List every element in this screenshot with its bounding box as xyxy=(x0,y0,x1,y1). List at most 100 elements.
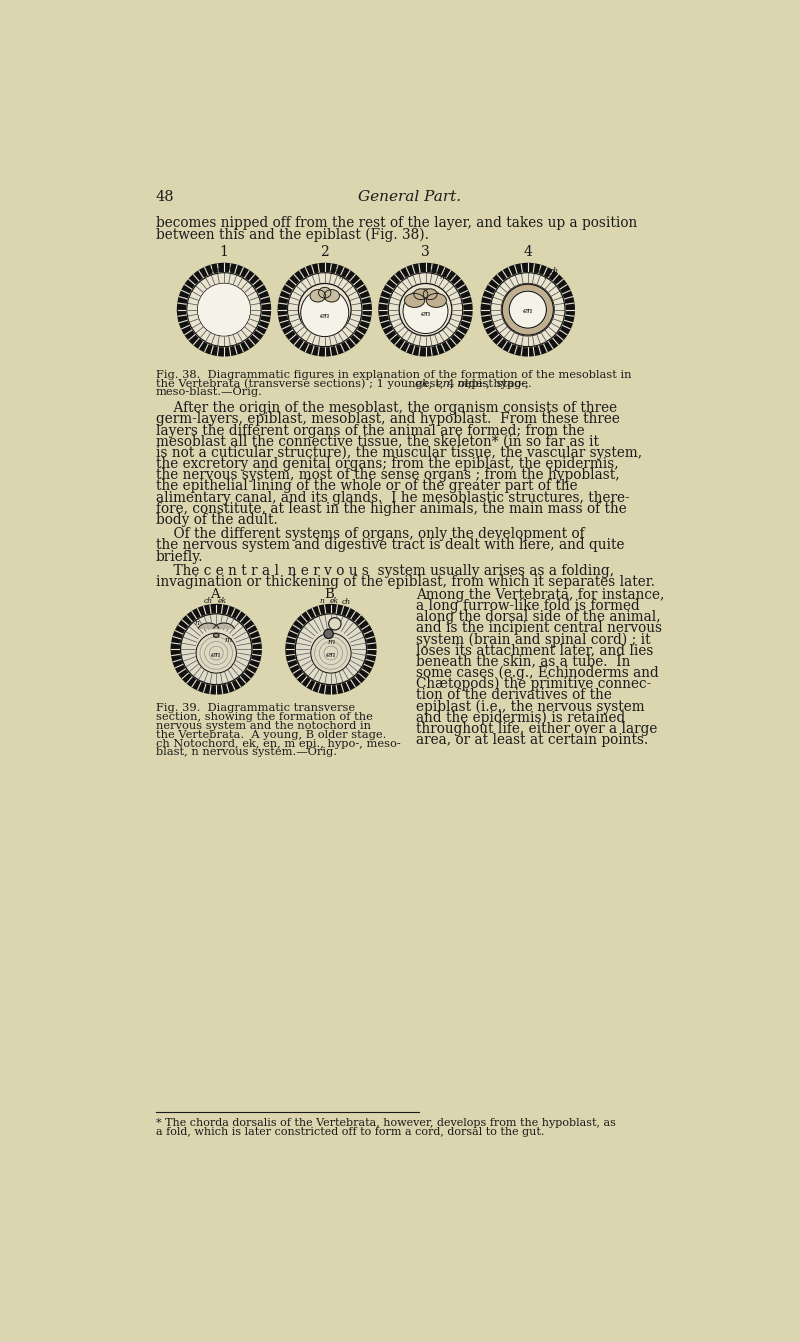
Text: section, showing the formation of the: section, showing the formation of the xyxy=(156,713,373,722)
Circle shape xyxy=(198,285,250,336)
Circle shape xyxy=(287,272,362,346)
Circle shape xyxy=(403,289,448,334)
Text: invagination or thickening of the epiblast, from which it separates later.: invagination or thickening of the epibla… xyxy=(156,574,654,589)
Text: ek: ek xyxy=(226,264,234,272)
Text: the epithelial lining of the whole or of the greater part of the: the epithelial lining of the whole or of… xyxy=(156,479,578,494)
Text: Chætopods) the primitive connec-: Chætopods) the primitive connec- xyxy=(416,676,651,691)
Text: Of the different systems of organs, only the development of: Of the different systems of organs, only… xyxy=(156,527,585,541)
Text: ch Notochord, ek, en, m epi., hypo-, meso-: ch Notochord, ek, en, m epi., hypo-, mes… xyxy=(156,738,401,749)
Text: en: en xyxy=(326,651,336,659)
Text: B: B xyxy=(325,588,334,601)
Circle shape xyxy=(324,629,334,639)
Text: 2: 2 xyxy=(320,246,329,259)
Text: Fig. 39.  Diagrammatic transverse: Fig. 39. Diagrammatic transverse xyxy=(156,703,355,713)
Text: layers the different organs of the animal are formed; from the: layers the different organs of the anima… xyxy=(156,424,585,437)
Text: beneath the skin, as a tube.  In: beneath the skin, as a tube. In xyxy=(416,655,630,668)
Ellipse shape xyxy=(310,290,326,302)
Text: Among the Vertebrata, for instance,: Among the Vertebrata, for instance, xyxy=(416,588,665,601)
Text: a fold, which is later constricted off to form a cord, dorsal to the gut.: a fold, which is later constricted off t… xyxy=(156,1127,544,1137)
Text: A: A xyxy=(210,588,219,601)
Ellipse shape xyxy=(405,294,425,307)
Text: tion of the derivatives of the: tion of the derivatives of the xyxy=(416,688,612,702)
Circle shape xyxy=(295,613,366,684)
Text: nervous system and the notochord in: nervous system and the notochord in xyxy=(156,721,371,731)
Text: * The chorda dorsalis of the Vertebrata, however, develops from the hypoblast, a: * The chorda dorsalis of the Vertebrata,… xyxy=(156,1118,616,1129)
Text: and is the incipient central nervous: and is the incipient central nervous xyxy=(416,621,662,635)
Text: some cases (e.g., Echinoderms and: some cases (e.g., Echinoderms and xyxy=(416,666,659,680)
Circle shape xyxy=(298,283,351,336)
Circle shape xyxy=(388,272,462,346)
Text: blast, n nervous system.—Orig.: blast, n nervous system.—Orig. xyxy=(156,747,337,757)
Text: ek: ek xyxy=(430,267,438,275)
Text: The c e n t r a l  n e r v o u s  system usually arises as a folding,: The c e n t r a l n e r v o u s system u… xyxy=(156,564,614,578)
Text: General Part.: General Part. xyxy=(358,191,462,204)
Circle shape xyxy=(502,283,554,336)
Text: between this and the epiblast (Fig. 38).: between this and the epiblast (Fig. 38). xyxy=(156,228,429,242)
Circle shape xyxy=(490,272,565,346)
Text: m: m xyxy=(439,272,446,280)
Circle shape xyxy=(509,291,546,329)
Circle shape xyxy=(196,633,237,674)
Circle shape xyxy=(482,263,574,356)
Text: germ-layers, epiblast, mesoblast, and hypoblast.  From these three: germ-layers, epiblast, mesoblast, and hy… xyxy=(156,412,620,427)
Text: After the origin of the mesoblast, the organism consists of three: After the origin of the mesoblast, the o… xyxy=(156,401,617,415)
Text: n: n xyxy=(320,597,325,604)
Text: system (brain and spinal cord) ; it: system (brain and spinal cord) ; it xyxy=(416,632,651,647)
Text: ch: ch xyxy=(342,599,351,607)
Text: en: en xyxy=(420,310,430,318)
Text: throughout life, either over a large: throughout life, either over a large xyxy=(416,722,658,735)
Circle shape xyxy=(187,272,261,346)
Ellipse shape xyxy=(324,290,339,302)
Ellipse shape xyxy=(318,287,331,298)
Circle shape xyxy=(171,604,261,694)
Text: the Vertebrata.  A young, B older stage.: the Vertebrata. A young, B older stage. xyxy=(156,730,386,739)
Text: the nervous system and digestive tract is dealt with here, and quite: the nervous system and digestive tract i… xyxy=(156,538,624,553)
Text: m: m xyxy=(543,272,550,280)
Text: area, or at least at certain points.: area, or at least at certain points. xyxy=(416,733,649,746)
Text: ek: ek xyxy=(330,267,338,275)
Text: along the dorsal side of the animal,: along the dorsal side of the animal, xyxy=(416,611,661,624)
Circle shape xyxy=(399,283,452,336)
Text: 3: 3 xyxy=(421,246,430,259)
Ellipse shape xyxy=(426,294,446,307)
Text: alimentary canal, and its glands.  I he mesoblastic structures, there-: alimentary canal, and its glands. I he m… xyxy=(156,491,630,505)
Circle shape xyxy=(301,289,349,337)
Circle shape xyxy=(329,617,341,629)
Circle shape xyxy=(278,263,371,356)
Circle shape xyxy=(379,263,472,356)
Text: mesoblast all the connective tissue, the skeleton* (in so far as it: mesoblast all the connective tissue, the… xyxy=(156,435,598,448)
Circle shape xyxy=(181,613,252,684)
Text: ch: ch xyxy=(550,267,558,275)
Text: ek: ek xyxy=(218,597,227,605)
Text: ek: ek xyxy=(534,267,543,275)
Ellipse shape xyxy=(414,289,428,299)
Text: n: n xyxy=(194,619,199,627)
Text: en: en xyxy=(211,651,222,659)
Text: Fig. 38.  Diagrammatic figures in explanation of the formation of the mesoblast : Fig. 38. Diagrammatic figures in explana… xyxy=(156,369,631,380)
Polygon shape xyxy=(214,623,234,628)
Text: ek, en, m,: ek, en, m, xyxy=(414,378,471,389)
Text: becomes nipped off from the rest of the layer, and takes up a position: becomes nipped off from the rest of the … xyxy=(156,216,637,231)
Text: the Vertebrata (transverse sections) ; 1 youngest, 4 oldest stage.: the Vertebrata (transverse sections) ; 1… xyxy=(156,378,539,389)
Circle shape xyxy=(198,283,250,336)
Text: briefly.: briefly. xyxy=(156,549,203,564)
Text: loses its attachment later, and lies: loses its attachment later, and lies xyxy=(416,643,654,658)
Text: 48: 48 xyxy=(156,191,174,204)
Text: epi-, hypo-,: epi-, hypo-, xyxy=(461,378,529,389)
Circle shape xyxy=(178,263,270,356)
Circle shape xyxy=(502,285,554,336)
Text: ek: ek xyxy=(330,597,338,604)
Text: and the epidermis) is retained: and the epidermis) is retained xyxy=(416,710,626,725)
Circle shape xyxy=(286,604,376,694)
Text: epiblast (i.e., the nervous system: epiblast (i.e., the nervous system xyxy=(416,699,645,714)
Polygon shape xyxy=(198,623,219,628)
Ellipse shape xyxy=(214,633,219,637)
Circle shape xyxy=(311,633,351,674)
Text: m: m xyxy=(224,636,231,644)
Text: 4: 4 xyxy=(523,246,532,259)
Text: ch: ch xyxy=(204,597,213,605)
Text: en: en xyxy=(522,307,533,315)
Text: meso-blast.—Orig.: meso-blast.—Orig. xyxy=(156,388,262,397)
Text: m: m xyxy=(327,637,334,646)
Text: body of the adult.: body of the adult. xyxy=(156,513,278,527)
